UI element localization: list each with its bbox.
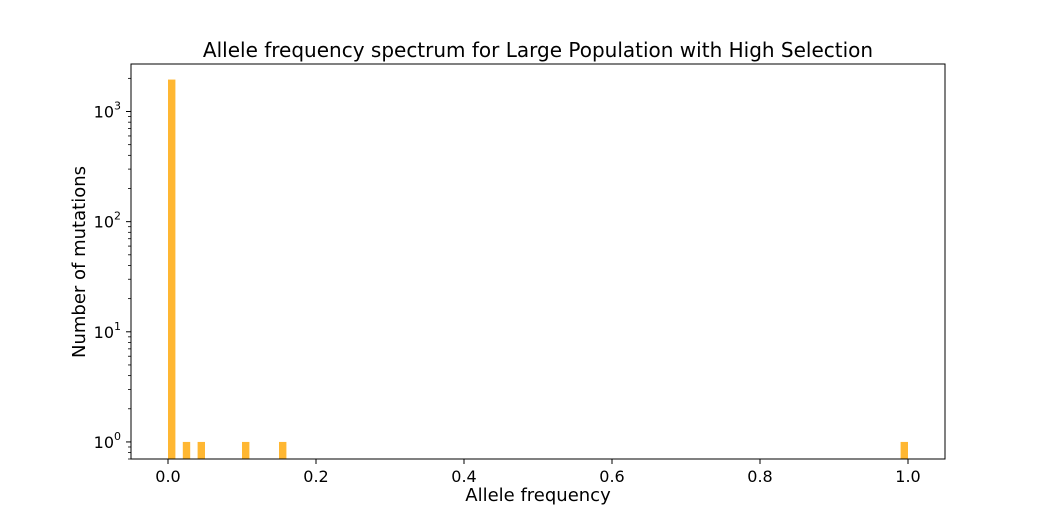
x-axis-label: Allele frequency xyxy=(465,485,611,506)
plot-frame xyxy=(130,63,946,460)
bars xyxy=(168,79,908,459)
bar-4 xyxy=(279,441,287,459)
bar-1 xyxy=(182,441,191,459)
y-axis-label: Number of mutations xyxy=(69,166,90,358)
y-tick-label-0: 100 xyxy=(94,430,121,452)
y-tick-label-3: 103 xyxy=(94,100,121,122)
bar-5 xyxy=(900,441,908,459)
y-axis: 100 101 102 103 xyxy=(94,77,131,460)
x-tick-label-4: 0.8 xyxy=(747,467,772,486)
chart-title: Allele frequency spectrum for Large Popu… xyxy=(203,38,873,62)
bar-2 xyxy=(197,441,205,459)
x-tick-label-3: 0.6 xyxy=(599,467,624,486)
bar-3 xyxy=(242,441,250,459)
x-tick-label-0: 0.0 xyxy=(155,467,180,486)
x-axis: 0.0 0.2 0.4 0.6 0.8 1.0 xyxy=(155,459,921,486)
y-tick-label-1: 101 xyxy=(94,320,121,342)
x-tick-label-1: 0.2 xyxy=(303,467,328,486)
x-tick-label-5: 1.0 xyxy=(895,467,920,486)
bar-0 xyxy=(168,79,176,459)
x-tick-label-2: 0.4 xyxy=(451,467,476,486)
y-tick-label-2: 102 xyxy=(94,210,121,232)
